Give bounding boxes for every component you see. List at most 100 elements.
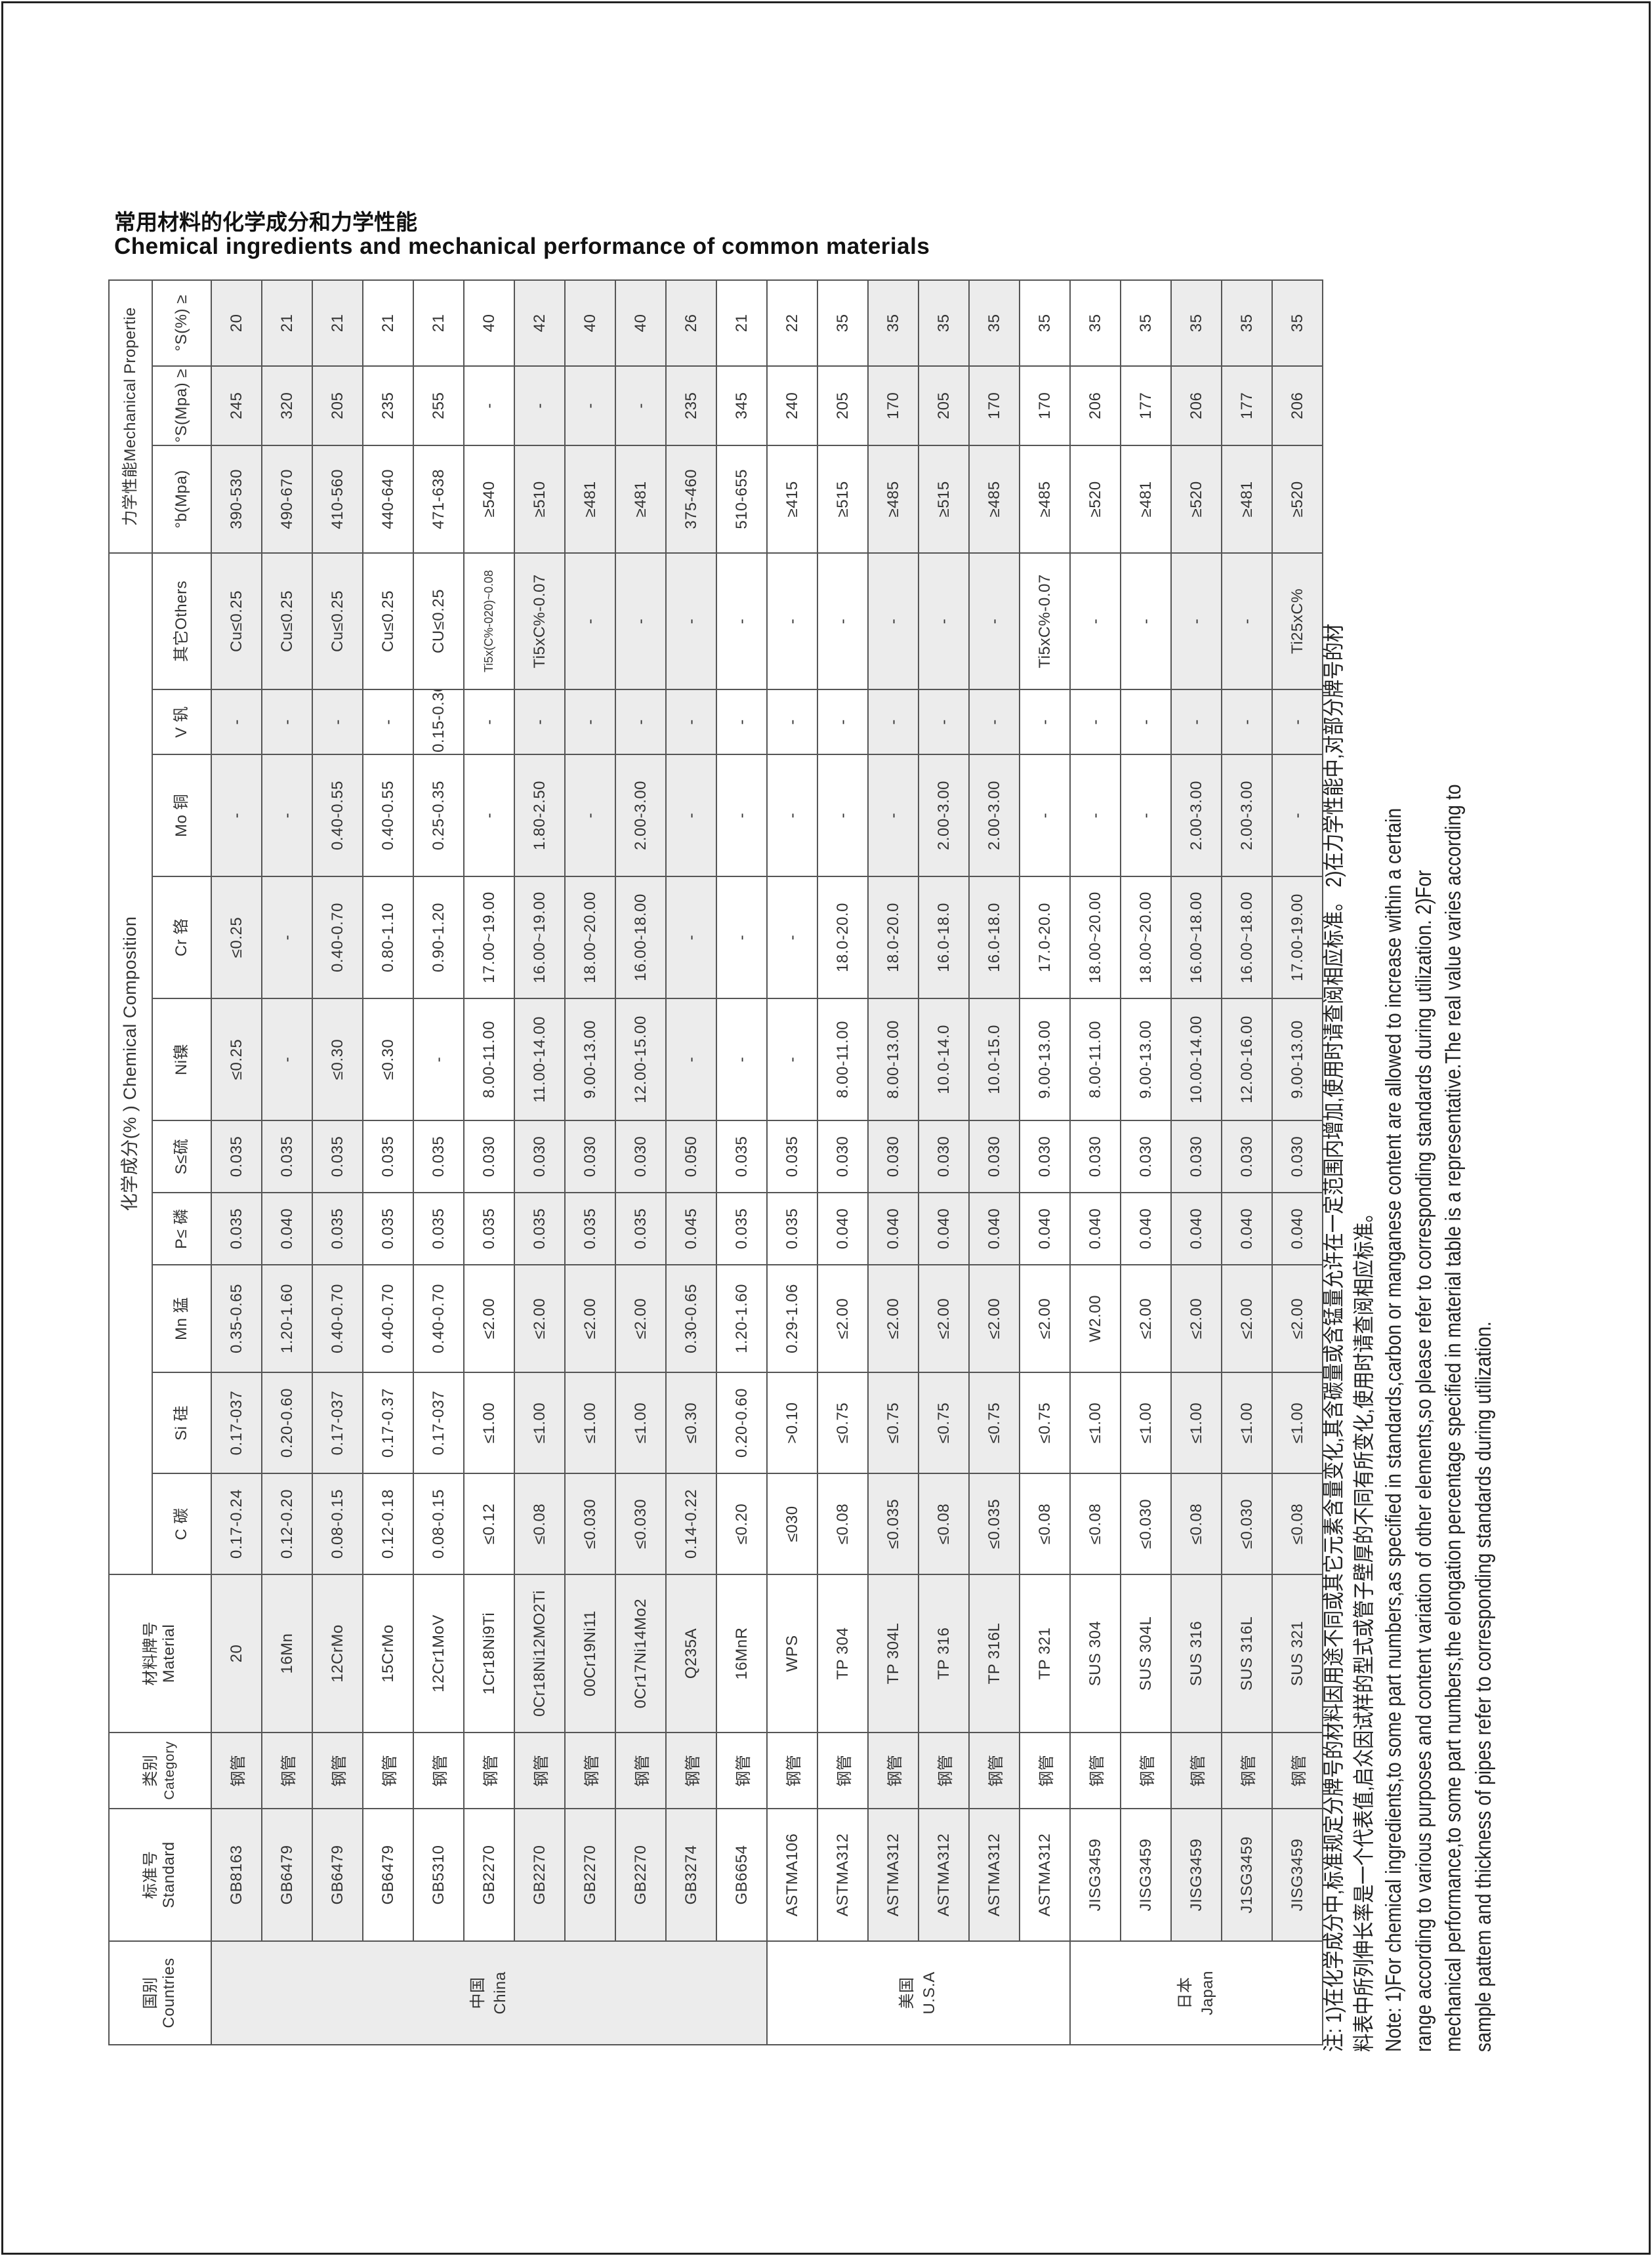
cell-category: 钢管 [1222,1733,1272,1809]
cell-ni: - [767,998,817,1120]
cell-material: TP 304 [817,1574,868,1733]
cell-si: ≤1.00 [464,1372,514,1473]
cell-v: - [1070,689,1121,754]
cell-standard: GB8163 [211,1809,262,1941]
cell-cr: 0.40-0.70 [312,876,363,998]
cell-c: ≤0.12 [464,1473,514,1574]
table-row: GB2270 钢管 0Cr18Ni12MO2Ti ≤0.08 ≤1.00 ≤2.00 0.0… [514,279,565,2045]
cell-c: ≤0.030 [1222,1473,1272,1574]
cell-standard: GB6479 [363,1809,413,1941]
table-row: GB2270 钢管 0Cr17Ni14Mo2 ≤0.030 ≤1.00 ≤2.00 0.03… [615,279,666,2045]
cell-mn: 0.40-0.70 [312,1265,363,1372]
cell-elongation: 35 [817,279,868,366]
cell-v: - [211,689,262,754]
cell-v: - [868,689,919,754]
cell-standard: GB6479 [312,1809,363,1941]
cell-p: 0.040 [919,1193,969,1265]
cell-tensile: ≥415 [767,445,817,553]
table-row: 中国 China GB8163 钢管 20 0.17-0.24 0.17-037 0.35-0… [211,279,767,2045]
country-zh: 日本 [1176,1977,1194,2009]
cell-ni: - [666,998,716,1120]
cell-mo: - [1070,754,1121,876]
cell-tensile: ≥520 [1171,445,1222,553]
cell-si: ≤1.00 [1070,1372,1121,1473]
country-cell: 中国 China [211,1941,767,2045]
cell-v: - [666,689,716,754]
cell-tensile: ≥515 [919,445,969,553]
cell-p: 0.035 [464,1193,514,1265]
cell-yield: 177 [1222,365,1272,445]
cell-s: 0.035 [262,1120,312,1193]
cell-tensile: 510-655 [716,445,767,553]
cell-ni: - [716,998,767,1120]
table-row: ASTMA312 钢管 TP 316 ≤0.08 ≤0.75 ≤2.00 0.040 0.03… [919,279,969,2045]
cell-others: Cu≤0.25 [211,552,262,689]
cell-cr: 18.00~20.00 [1121,876,1171,998]
cell-yield: 245 [211,365,262,445]
cell-standard: ASTMA312 [919,1809,969,1941]
cell-ni: 10.0-15.0 [969,998,1020,1120]
cell-si: 0.20-0.60 [262,1372,312,1473]
cell-elongation: 35 [969,279,1020,366]
subheader-cell: Ni镍 [152,998,211,1120]
cell-yield: 345 [716,365,767,445]
cell-c: ≤0.035 [969,1473,1020,1574]
cell-standard: GB3274 [666,1809,716,1941]
cell-cr: 18.0-20.0 [817,876,868,998]
cell-others: - [817,552,868,689]
cell-material: TP 304L [868,1574,919,1733]
cell-p: 0.035 [767,1193,817,1265]
subheader-cell: Cr 铬 [152,876,211,998]
table-row: GB6479 钢管 15CrMo 0.12-0.18 0.17-0.37 0.40-0.7… [363,279,413,2045]
cell-ni: 9.00-13.00 [1121,998,1171,1120]
cell-mn: ≤2.00 [868,1265,919,1372]
note-line: 料表中所列伸长率是一个代表值,启众因试样的型式或管子壁厚的不同有所变化,使用时请… [1351,1204,1376,2052]
cell-c: ≤0.08 [1020,1473,1070,1574]
cell-others: - [868,552,919,689]
cell-elongation: 35 [868,279,919,366]
cell-s: 0.035 [312,1120,363,1193]
cell-si: 0.17-0.37 [363,1372,413,1473]
subheader-cell: Mn 猛 [152,1265,211,1372]
cell-mo: - [565,754,615,876]
cell-v: - [1171,689,1222,754]
header-standard: 标准号 Standard [109,1809,211,1941]
cell-tensile: 410-560 [312,445,363,553]
note-line: Note: 1)For chemical ingredients,to some… [1381,808,1405,2052]
cell-yield: - [514,365,565,445]
cell-p: 0.035 [565,1193,615,1265]
cell-yield: 255 [413,365,464,445]
cell-tensile: 490-670 [262,445,312,553]
cell-mo: - [666,754,716,876]
cell-category: 钢管 [514,1733,565,1809]
cell-others: - [565,552,615,689]
cell-others: - [969,552,1020,689]
cell-yield: 235 [363,365,413,445]
cell-v: - [615,689,666,754]
cell-v: - [919,689,969,754]
country-zh: 中国 [468,1977,487,2009]
cell-category: 钢管 [1020,1733,1070,1809]
cell-v: - [1222,689,1272,754]
cell-s: 0.030 [514,1120,565,1193]
cell-cr: 17.00~19.00 [464,876,514,998]
cell-v: - [262,689,312,754]
cell-others: - [716,552,767,689]
cell-si: 0.17-037 [211,1372,262,1473]
subheader-cell: V 钒 [152,689,211,754]
cell-mn: 0.40-0.70 [363,1265,413,1372]
cell-yield: 170 [969,365,1020,445]
cell-c: ≤0.08 [919,1473,969,1574]
cell-category: 钢管 [868,1733,919,1809]
cell-si: ≤1.00 [615,1372,666,1473]
cell-mn: ≤2.00 [1121,1265,1171,1372]
note-line: mechanical performance,to some part numb… [1441,784,1465,2052]
cell-others: - [666,552,716,689]
cell-s: 0.030 [464,1120,514,1193]
cell-material: 20 [211,1574,262,1733]
cell-elongation: 35 [1121,279,1171,366]
cell-material: SUS 316 [1171,1574,1222,1733]
cell-mn: ≤2.00 [615,1265,666,1372]
cell-elongation: 35 [919,279,969,366]
cell-category: 钢管 [464,1733,514,1809]
